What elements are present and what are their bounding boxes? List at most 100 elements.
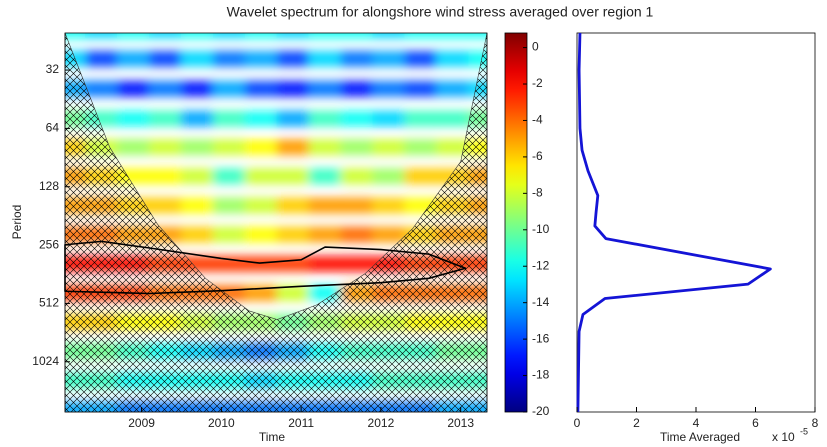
line-series xyxy=(576,32,772,413)
heat-cell xyxy=(244,111,278,127)
heat-cell xyxy=(85,33,119,39)
heat-cell xyxy=(372,197,406,214)
x-tick-label: 2 xyxy=(633,416,640,430)
heat-cell xyxy=(276,227,310,243)
heat-cell xyxy=(308,81,342,97)
overlay: 2009 2010 2011 2012 2013326412825651210240-2… xyxy=(32,32,819,430)
heat-cell xyxy=(436,51,470,67)
x-axis-label: Time Averaged xyxy=(660,430,740,444)
heat-cell xyxy=(276,139,310,155)
heat-cell xyxy=(180,81,214,97)
colorbar-tick-label: -14 xyxy=(532,295,550,309)
heat-cell xyxy=(212,168,246,184)
heat-cell xyxy=(276,285,310,301)
heat-cell xyxy=(340,139,374,155)
heat-cell xyxy=(436,111,470,127)
plot-frame xyxy=(64,32,488,413)
heat-cell xyxy=(276,111,310,127)
x-tick-label: 2010 xyxy=(208,416,235,430)
colorbar-tick-label: -16 xyxy=(532,331,550,345)
colorbar-tick-label: -12 xyxy=(532,258,550,272)
heat-cell xyxy=(117,51,151,67)
colorbar-tick-label: -20 xyxy=(532,404,550,418)
heat-cell xyxy=(180,197,214,214)
heat-cell xyxy=(340,256,374,272)
chart-title: Wavelet spectrum for alongshore wind str… xyxy=(227,4,654,20)
heat-cell xyxy=(149,168,182,184)
heat-cell xyxy=(372,33,406,39)
plot-frame xyxy=(576,32,816,413)
heat-cell xyxy=(308,197,342,214)
y-axis-label: Period xyxy=(10,205,24,240)
heat-cell xyxy=(149,139,182,155)
y-tick-label: 64 xyxy=(46,121,60,135)
heat-cell xyxy=(212,33,246,39)
heat-cell xyxy=(404,168,438,184)
heat-cell xyxy=(65,33,87,39)
colorbar-tick-label: -8 xyxy=(532,186,543,200)
colorbar-tick-label: -2 xyxy=(532,76,543,90)
heat-cell xyxy=(404,139,438,155)
heat-cell xyxy=(276,33,310,39)
heat-cell xyxy=(244,33,278,39)
heat-cell xyxy=(276,197,310,214)
x-tick-label: 2009 xyxy=(128,416,155,430)
heat-cell xyxy=(180,168,214,184)
heat-cell xyxy=(212,81,246,97)
heat-cell xyxy=(180,111,214,127)
heat-cell xyxy=(212,139,246,155)
heat-cell xyxy=(212,111,246,127)
heat-cell xyxy=(149,51,182,67)
heat-cell xyxy=(372,168,406,184)
x-tick-label: 8 xyxy=(812,416,819,430)
heat-cell xyxy=(340,168,374,184)
heat-cell xyxy=(180,51,214,67)
heat-cell xyxy=(85,51,119,67)
heat-cell xyxy=(244,256,278,272)
heat-cell xyxy=(212,51,246,67)
colorbar-tick-label: -10 xyxy=(532,222,550,236)
heat-cell xyxy=(244,139,278,155)
heat-cell xyxy=(340,51,374,67)
heat-cell xyxy=(436,81,470,97)
heat-cell xyxy=(212,227,246,243)
heat-cell xyxy=(308,168,342,184)
heat-cell xyxy=(276,51,310,67)
x-tick-label: 2012 xyxy=(368,416,395,430)
heat-cell xyxy=(308,111,342,127)
heat-cell xyxy=(149,197,182,214)
heat-cell xyxy=(276,168,310,184)
x-tick-label: 2013 xyxy=(447,416,474,430)
y-tick-label: 128 xyxy=(39,179,59,193)
colorbar-tick-label: 0 xyxy=(532,40,539,54)
heat-cell xyxy=(340,197,374,214)
heat-cell xyxy=(149,111,182,127)
heat-cell xyxy=(340,33,374,39)
heat-cell xyxy=(85,81,119,97)
heat-cell xyxy=(404,81,438,97)
x-tick-label: 0 xyxy=(574,416,581,430)
heat-cell xyxy=(117,139,151,155)
heat-cell xyxy=(308,51,342,67)
heat-cell xyxy=(404,111,438,127)
heat-cell xyxy=(244,227,278,243)
colorbar-tick-label: -18 xyxy=(532,368,550,382)
heat-cell xyxy=(404,33,438,39)
heat-cell xyxy=(308,33,342,39)
colorbar-tick-label: -4 xyxy=(532,113,543,127)
heat-cell xyxy=(372,51,406,67)
heat-cell xyxy=(404,51,438,67)
heat-cell xyxy=(276,81,310,97)
heat-cell xyxy=(180,33,214,39)
x-tick-label: 2011 xyxy=(288,416,314,430)
heat-cell xyxy=(244,51,278,67)
heat-cell xyxy=(308,256,342,272)
heat-cell xyxy=(180,227,214,243)
heat-cell xyxy=(212,197,246,214)
heat-cell xyxy=(436,139,470,155)
heat-cell xyxy=(244,197,278,214)
significance-contour xyxy=(64,240,467,295)
heat-cell xyxy=(372,139,406,155)
colorbar xyxy=(504,32,528,413)
